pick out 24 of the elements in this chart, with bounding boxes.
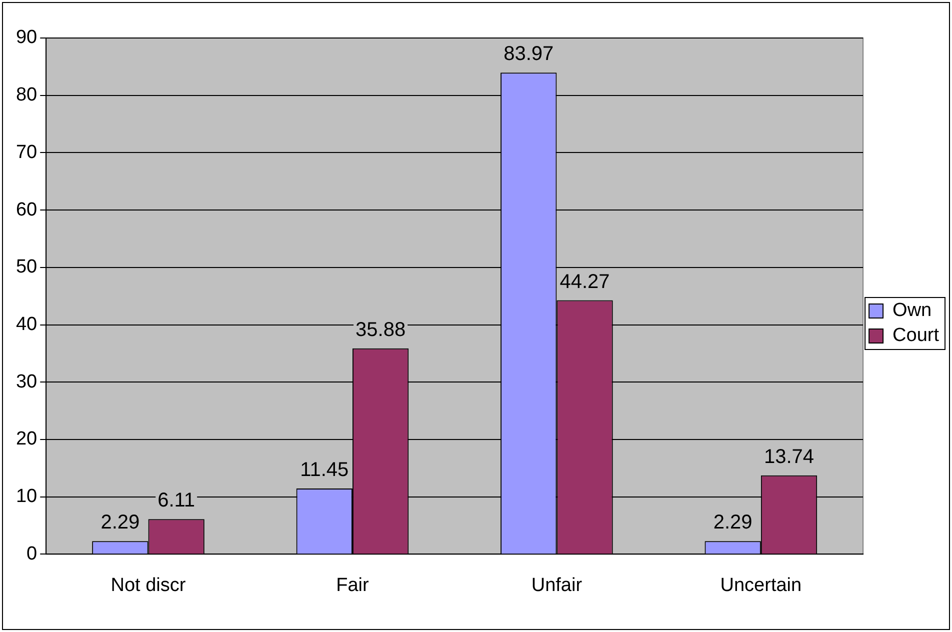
y-tick-label: 40 — [16, 314, 38, 336]
data-label: 13.74 — [764, 446, 814, 468]
x-tick-label: Unfair — [531, 574, 583, 596]
data-label: 44.27 — [560, 270, 610, 293]
y-tick-label: 50 — [16, 256, 38, 278]
data-label: 83.97 — [504, 43, 554, 66]
data-label: 2.29 — [100, 512, 140, 534]
y-tick-label: 70 — [16, 142, 38, 163]
data-label: 6.11 — [158, 490, 196, 512]
legend-label: Court — [892, 325, 940, 346]
y-tick-label: 0 — [26, 543, 38, 564]
y-tick-label: 80 — [16, 84, 38, 106]
x-tick-label: Not discr — [110, 574, 186, 596]
data-label: 2.29 — [713, 512, 752, 534]
legend-label: Own — [892, 300, 932, 322]
y-tick-label: 30 — [16, 371, 38, 392]
x-tick-label: Fair — [336, 574, 370, 596]
y-tick-label: 60 — [16, 199, 38, 220]
y-tick-label: 20 — [16, 428, 38, 450]
y-tick-label: 10 — [16, 486, 38, 508]
y-tick-label: 90 — [16, 27, 38, 48]
x-tick-label: Uncertain — [720, 574, 802, 596]
data-label: 35.88 — [356, 318, 406, 341]
data-label: 11.45 — [300, 459, 349, 482]
